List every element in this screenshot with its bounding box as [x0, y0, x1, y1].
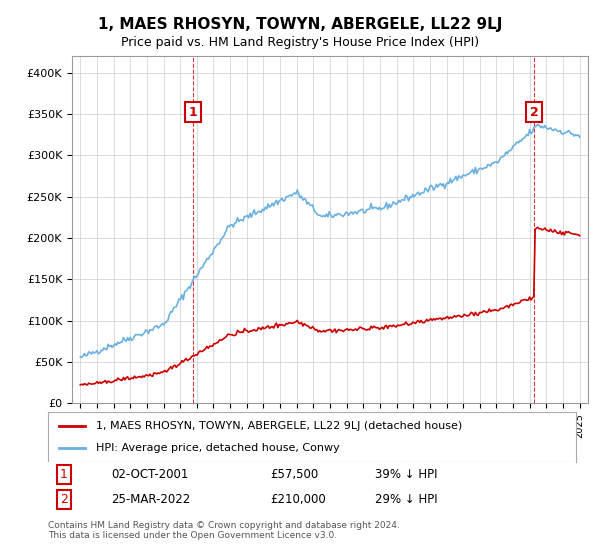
- Text: 02-OCT-2001: 02-OCT-2001: [112, 468, 189, 481]
- Text: Price paid vs. HM Land Registry's House Price Index (HPI): Price paid vs. HM Land Registry's House …: [121, 36, 479, 49]
- Text: HPI: Average price, detached house, Conwy: HPI: Average price, detached house, Conw…: [95, 443, 339, 453]
- Text: 1, MAES RHOSYN, TOWYN, ABERGELE, LL22 9LJ: 1, MAES RHOSYN, TOWYN, ABERGELE, LL22 9L…: [98, 17, 502, 32]
- Text: 39% ↓ HPI: 39% ↓ HPI: [376, 468, 438, 481]
- Text: Contains HM Land Registry data © Crown copyright and database right 2024.
This d: Contains HM Land Registry data © Crown c…: [48, 521, 400, 540]
- Text: 1, MAES RHOSYN, TOWYN, ABERGELE, LL22 9LJ (detached house): 1, MAES RHOSYN, TOWYN, ABERGELE, LL22 9L…: [95, 421, 462, 431]
- Text: £57,500: £57,500: [270, 468, 318, 481]
- Text: £210,000: £210,000: [270, 493, 326, 506]
- Text: 1: 1: [188, 106, 197, 119]
- Text: 29% ↓ HPI: 29% ↓ HPI: [376, 493, 438, 506]
- Text: 2: 2: [530, 106, 538, 119]
- Text: 1: 1: [60, 468, 68, 481]
- Text: 25-MAR-2022: 25-MAR-2022: [112, 493, 191, 506]
- Text: 2: 2: [60, 493, 68, 506]
